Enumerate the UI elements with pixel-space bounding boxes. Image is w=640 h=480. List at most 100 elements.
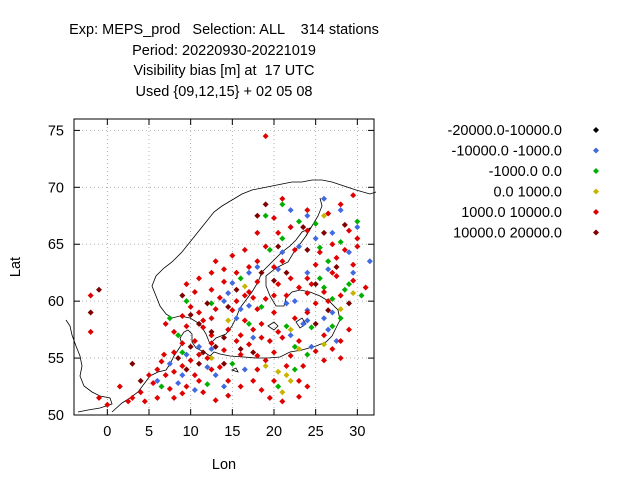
data-point-series-4 [171,394,177,401]
data-point-series-4 [166,385,173,392]
data-point-series-2 [337,315,344,322]
data-point-series-1 [275,266,282,273]
data-point-series-1 [191,386,198,393]
data-point-series-4 [200,317,207,324]
data-point-series-2 [175,332,182,339]
x-tick-label: 5 [145,424,153,440]
data-point-series-4 [212,258,219,265]
data-point-series-4 [179,340,186,347]
data-point-series-4 [141,398,148,405]
data-point-series-2 [158,383,165,390]
data-point-series-4 [162,320,169,327]
data-point-series-2 [208,300,215,307]
data-point-series-1 [254,264,261,270]
data-point-series-4 [187,303,194,310]
data-point-series-4 [262,357,269,364]
data-point-series-4 [150,380,157,387]
data-point-series-1 [291,298,298,305]
data-point-series-5 [258,269,265,276]
data-point-series-4 [262,133,269,140]
data-point-series-4 [237,332,244,339]
data-point-series-1 [225,290,232,297]
y-axis-label: Lat [8,257,24,277]
data-point-series-3 [241,283,248,290]
data-point-series-5 [250,349,257,356]
data-point-series-4 [266,394,273,401]
data-point-series-2 [316,275,323,282]
data-point-series-4 [158,358,165,365]
data-point-series-4 [125,398,132,405]
data-point-series-4 [279,195,286,202]
data-point-series-2 [308,324,315,331]
data-point-series-4 [179,312,186,319]
data-point-series-4 [346,227,352,234]
data-point-series-1 [246,302,252,309]
legend-label: 1000.0 10000.0 [461,205,562,221]
data-point-series-4 [350,277,357,284]
data-point-series-1 [246,269,252,276]
data-point-series-2 [291,343,298,350]
data-points [87,133,373,408]
data-point-series-4 [241,246,248,253]
data-point-series-2 [329,323,336,330]
data-point-series-3 [279,389,286,396]
data-point-series-4 [321,332,327,339]
data-point-series-1 [312,235,319,242]
data-point-series-4 [346,326,352,333]
data-point-series-4 [291,246,298,253]
data-point-series-4 [329,345,336,352]
data-point-series-4 [254,366,261,373]
data-point-series-4 [229,307,236,314]
data-point-series-2 [321,284,327,291]
data-point-series-4 [221,347,227,354]
x-tick-label: 20 [266,424,282,440]
data-point-series-4 [212,306,219,313]
data-point-series-1 [183,351,190,358]
legend: -20000.0-10000.0 -10000.0 -1000.0 -1000.0 … [448,123,599,242]
data-point-series-4 [254,306,261,313]
data-point-series-5 [187,343,194,350]
data-point-series-2 [283,323,290,330]
data-point-series-4 [246,264,252,270]
data-point-series-4 [312,261,319,268]
data-point-series-2 [246,320,252,327]
legend-label: 0.0 1000.0 [493,185,562,201]
data-point-series-4 [191,338,198,344]
data-point-series-4 [137,389,144,396]
data-point-series-1 [337,207,344,214]
data-point-series-4 [321,357,327,364]
data-point-series-4 [354,235,361,242]
data-point-series-4 [212,397,219,404]
data-point-series-4 [316,249,323,256]
data-point-series-1 [304,269,311,276]
data-point-series-5 [254,212,261,219]
title-line-4: Used {09,12,15} + 02 05 08 [135,83,313,100]
legend-marker [593,168,599,174]
data-point-series-4 [362,284,369,291]
data-point-series-5 [346,300,352,307]
data-point-series-4 [187,357,194,364]
data-point-series-4 [258,334,265,341]
data-point-series-2 [266,246,273,253]
data-point-series-4 [279,334,286,341]
data-point-series-3 [321,212,327,219]
data-point-series-1 [304,317,311,324]
data-point-series-4 [196,351,202,358]
data-point-series-1 [325,266,332,273]
data-point-series-1 [366,258,373,265]
data-point-series-4 [241,317,248,324]
data-point-series-4 [171,368,177,375]
data-point-series-4 [162,372,169,379]
data-point-series-4 [208,269,215,276]
data-point-series-5 [204,300,211,307]
data-point-series-1 [204,364,211,371]
data-point-series-2 [291,366,298,373]
data-point-series-3 [283,372,290,379]
data-point-series-4 [296,393,302,400]
data-point-series-4 [279,398,286,405]
data-point-series-4 [312,348,319,355]
data-point-series-4 [250,326,257,333]
data-point-series-4 [154,366,161,373]
data-point-series-2 [304,351,311,358]
data-point-series-4 [304,227,311,234]
